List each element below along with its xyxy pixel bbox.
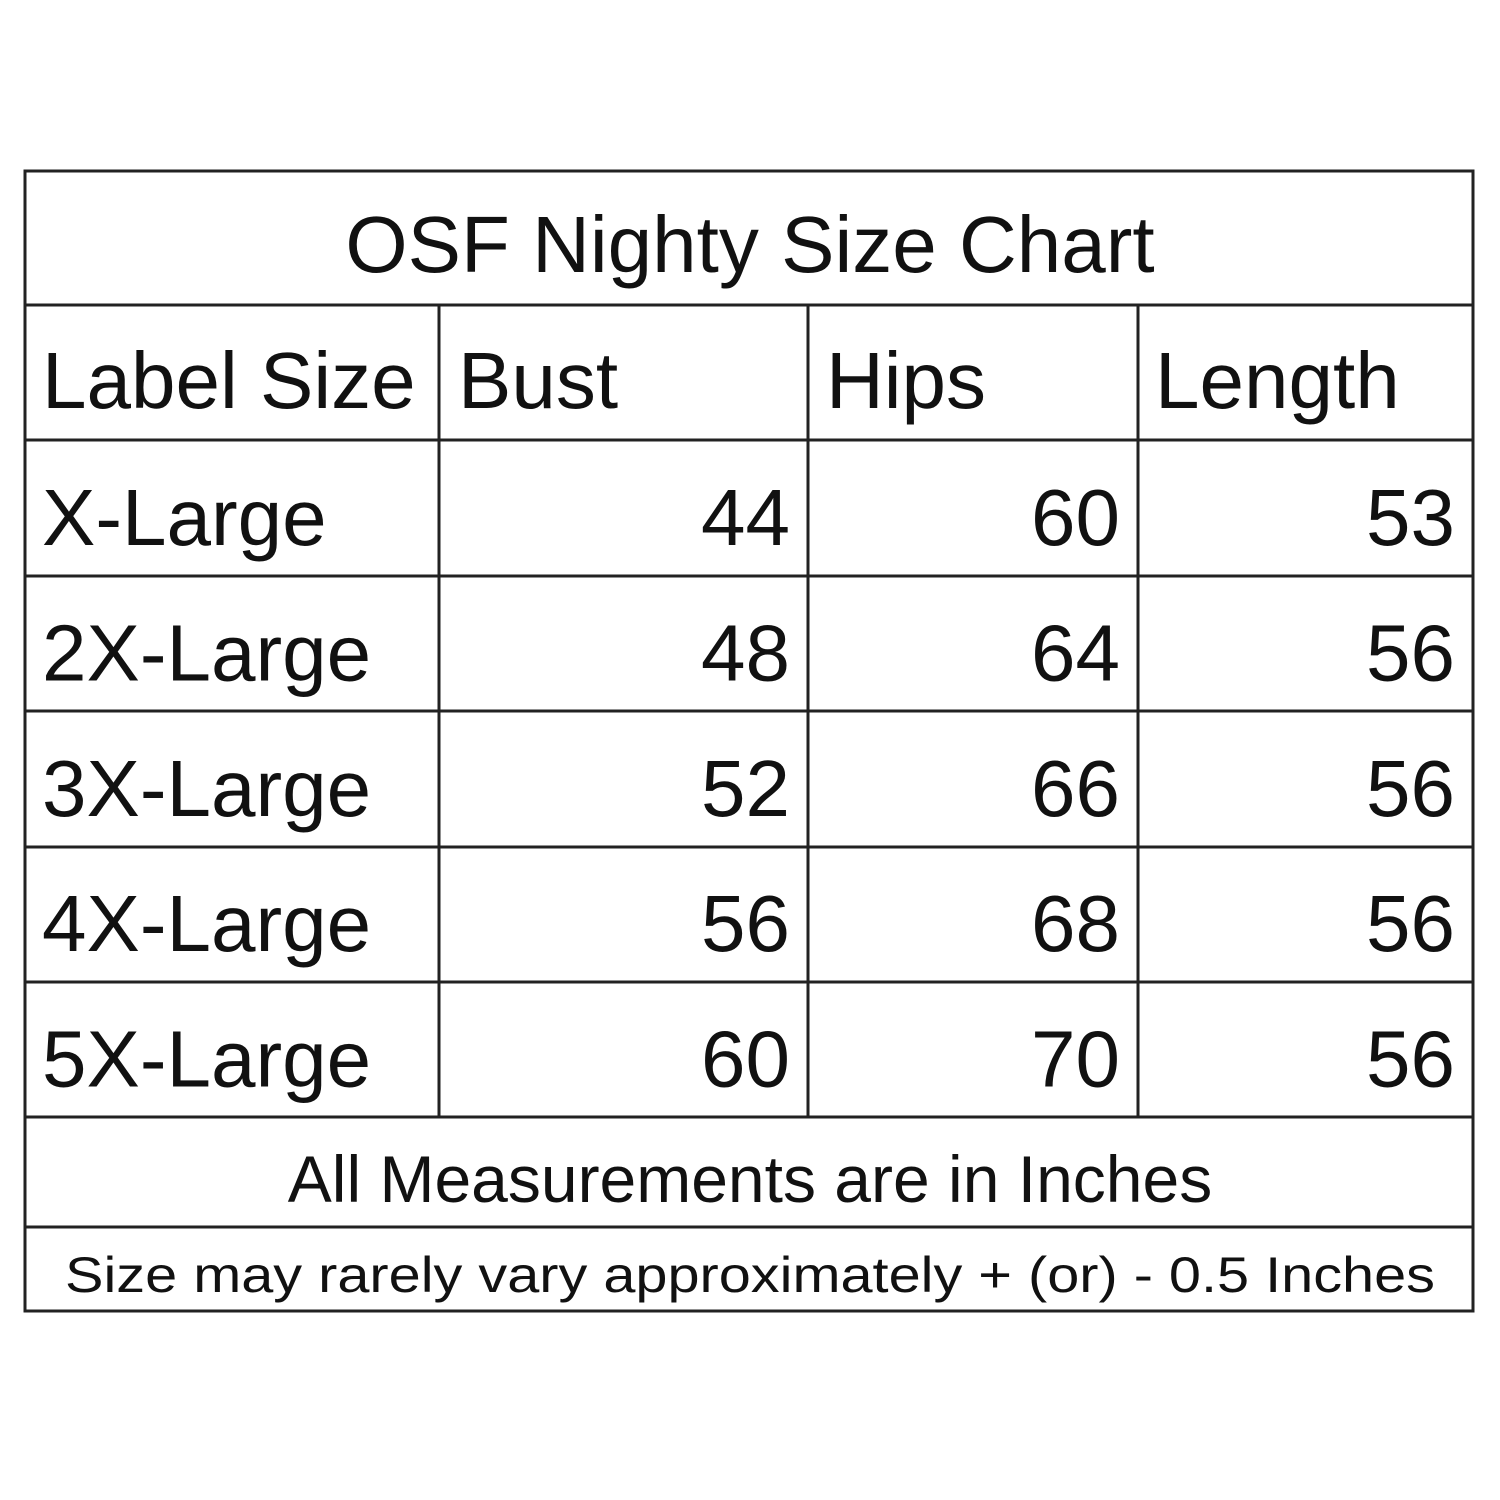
column-header: Length bbox=[1155, 336, 1400, 425]
measurement: 48 bbox=[701, 608, 790, 697]
grid-lines bbox=[25, 303, 1473, 1229]
size-label: 3X-Large bbox=[42, 744, 371, 833]
note: All Measurements are in Inches bbox=[288, 1142, 1212, 1216]
measurement: 56 bbox=[1366, 608, 1455, 697]
measurement: 64 bbox=[1031, 608, 1120, 697]
measurement: 56 bbox=[1366, 1015, 1455, 1104]
measurement: 52 bbox=[701, 744, 790, 833]
measurement: 53 bbox=[1366, 473, 1455, 562]
measurement: 44 bbox=[701, 473, 790, 562]
measurement: 60 bbox=[1031, 473, 1120, 562]
table-title: OSF Nighty Size Chart bbox=[345, 200, 1154, 289]
column-header: Bust bbox=[458, 336, 618, 425]
measurement: 56 bbox=[701, 879, 790, 968]
note: Size may rarely vary approximately + (or… bbox=[65, 1247, 1435, 1303]
size-label: 5X-Large bbox=[42, 1015, 371, 1104]
measurement: 56 bbox=[1366, 879, 1455, 968]
table-border bbox=[23, 169, 1475, 1313]
measurement: 70 bbox=[1031, 1015, 1120, 1104]
size-label: 2X-Large bbox=[42, 608, 371, 697]
measurement: 56 bbox=[1366, 744, 1455, 833]
measurement: 66 bbox=[1031, 744, 1120, 833]
size-label: X-Large bbox=[42, 473, 327, 562]
measurement: 60 bbox=[701, 1015, 790, 1104]
column-header: Hips bbox=[826, 336, 986, 425]
column-header: Label Size bbox=[42, 336, 416, 425]
size-label: 4X-Large bbox=[42, 879, 371, 968]
measurement: 68 bbox=[1031, 879, 1120, 968]
